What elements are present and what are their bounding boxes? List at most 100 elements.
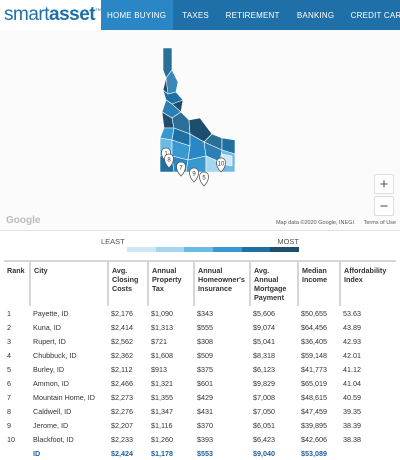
marker-label: 9 [192,172,196,178]
cell-property-tax: $1,260 [151,434,173,444]
cell-closing-costs: $2,276 [111,406,133,416]
cell-median-income: $41,773 [301,364,327,374]
cell-affordability-index: 39.35 [343,406,361,416]
cell-property-tax: $913 [151,364,167,374]
table-row: 8 Caldwell, ID $2,276 $1,347 $431 $7,050 $47,4… [4,404,396,418]
table-row: 6 Ammon, ID $2,466 $1,321 $601 $9,829 $65,019 4… [4,376,396,390]
cell-affordability-index: 43.89 [343,322,361,332]
legend-swatch [155,247,185,252]
zoom-in-button[interactable]: + [374,174,394,194]
cell-city: Ammon, ID [33,378,69,388]
cell-median-income: $39,895 [301,420,327,430]
cell-city: Burley, ID [33,364,65,374]
cell-insurance: $370 [197,420,213,430]
logo[interactable]: smartasset™ [0,0,101,30]
cell-mortgage: $8,318 [253,350,275,360]
google-logo[interactable]: Google [6,215,41,226]
cell-rank: 3 [7,336,11,346]
cell-affordability-index: 42.01 [343,350,361,360]
nav-retirement[interactable]: RETIREMENT [225,10,280,20]
legend-swatch [127,247,156,252]
cell-rank: 4 [7,350,11,360]
idaho-counties [159,47,236,173]
column-header-median-income[interactable]: Median Income [297,260,340,306]
map-marker[interactable]: 10 [216,157,226,173]
cell-median-income: $65,019 [301,378,327,388]
cell-closing-costs: $2,112 [111,364,133,374]
terms-of-use-link[interactable]: Terms of Use [363,220,396,226]
cell-median-income: $64,456 [301,322,327,332]
nav-credit-cards[interactable]: CREDIT CARDS [350,10,400,20]
table-header-row: Rank City Avg. Closing Costs Annual Prop… [4,260,396,306]
affordability-table: Rank City Avg. Closing Costs Annual Prop… [4,260,396,460]
cell-mortgage: $9,074 [253,322,275,332]
column-header-rank[interactable]: Rank [4,260,30,306]
cell-closing-costs: $2,176 [111,308,133,318]
cell-mortgage: $5,606 [253,308,275,318]
logo-text: smartasset™ [4,4,101,25]
marker-label: 8 [167,158,171,164]
cell-rank: 8 [7,406,11,416]
legend-swatch [270,247,300,252]
cell-mortgage: $7,008 [253,392,275,402]
map-marker[interactable]: 8 [164,153,174,169]
column-header-insurance[interactable]: Annual Homeowner's Insurance [193,260,250,306]
cell-property-tax: $1,116 [151,420,173,430]
legend-least-label: LEAST [101,237,125,246]
cell-city: Payette, ID [33,308,69,318]
nav-banking[interactable]: BANKING [296,10,335,20]
map-marker[interactable]: 7 [176,161,186,177]
cell-insurance: $555 [197,322,213,332]
cell-mortgage: $7,050 [253,406,275,416]
map-marker[interactable]: 5 [199,171,209,187]
table-row: 2 Kuna, ID $2,414 $1,313 $555 $9,074 $64,456 43… [4,320,396,334]
cell-closing-costs: $2,414 [111,322,133,332]
cell-mortgage: $6,123 [253,364,275,374]
cell-insurance: $429 [197,392,213,402]
cell-property-tax: $1,321 [151,378,173,388]
cell-rank: 2 [7,322,11,332]
table-row: 10 Blackfoot, ID $2,233 $1,260 $393 $6,423 $42… [4,432,396,446]
cell-insurance: $601 [197,378,213,388]
legend-swatch [184,247,214,252]
cell-affordability-index: 40.59 [343,392,361,402]
column-header-city[interactable]: City [29,260,108,306]
summary-cell-rank [4,446,30,460]
cell-median-income: $36,405 [301,336,327,346]
nav-taxes[interactable]: TAXES [182,10,209,20]
map-marker[interactable]: 9 [189,167,199,183]
cell-rank: 5 [7,364,11,374]
cell-insurance: $375 [197,364,213,374]
marker-label: 10 [218,162,225,168]
top-navigation-bar: smartasset™ HOME BUYING TAXES RETIREMENT… [0,0,400,30]
cell-median-income: $48,615 [301,392,327,402]
column-header-mortgage[interactable]: Avg. Annual Mortgage Payment [249,260,298,306]
cell-closing-costs: $2,233 [111,434,133,444]
table-row: 5 Burley, ID $2,112 $913 $375 $6,123 $41,773 41… [4,362,396,376]
cell-affordability-index: 41.04 [343,378,361,388]
cell-mortgage: $6,051 [253,420,275,430]
cell-closing-costs: $2,362 [111,350,133,360]
cell-city: Chubbuck, ID [33,350,77,360]
cell-median-income: $42,606 [301,434,327,444]
table-row: 4 Chubbuck, ID $2,362 $1,608 $509 $8,318 $59,1… [4,348,396,362]
column-header-closing-costs[interactable]: Avg. Closing Costs [107,260,148,306]
summary-cell-median-income: $53,089 [301,448,327,458]
county-cassia [205,155,221,173]
zoom-out-button[interactable]: − [374,196,394,216]
legend-color-scale [127,247,300,252]
column-header-property-tax[interactable]: Annual Property Tax [147,260,194,306]
column-header-affordability[interactable]: Affordability Index [339,260,396,306]
cell-property-tax: $721 [151,336,167,346]
nav-home-buying[interactable]: HOME BUYING [100,0,173,30]
cell-city: Rupert, ID [33,336,66,346]
map-panel[interactable]: 1 7 8 9 5 [0,30,400,231]
idaho-map[interactable]: 1 7 8 9 5 [0,30,400,230]
cell-closing-costs: $2,273 [111,392,133,402]
cell-rank: 6 [7,378,11,388]
cell-median-income: $59,148 [301,350,327,360]
cell-insurance: $393 [197,434,213,444]
cell-affordability-index: 38.38 [343,434,361,444]
cell-rank: 9 [7,420,11,430]
cell-rank: 7 [7,392,11,402]
